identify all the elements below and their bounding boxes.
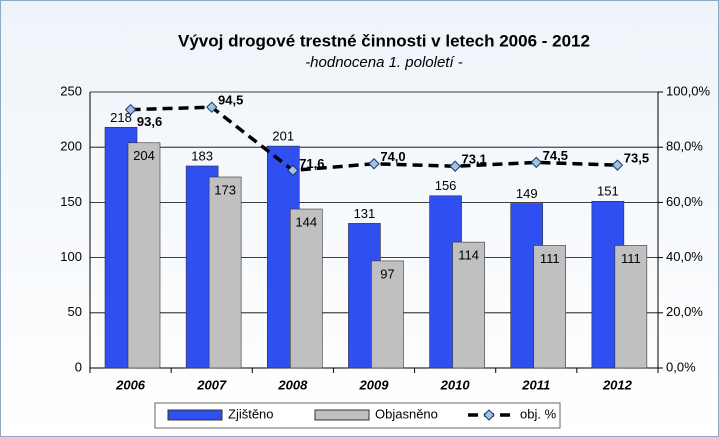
bar [289, 208, 323, 369]
data-label: 111 [621, 251, 641, 266]
data-label: 73,1 [461, 152, 486, 167]
data-label: 149 [516, 186, 538, 201]
marker [124, 103, 137, 116]
y2-tick-label: 60,0% [666, 194, 703, 209]
y2-tick-label: 80,0% [666, 139, 703, 154]
bar [208, 176, 242, 369]
legend-label: Zjištěno [228, 406, 274, 421]
bar [371, 260, 404, 369]
y-tick-label: 250 [60, 83, 82, 98]
y2-tick-label: 20,0% [666, 304, 703, 319]
y-tick-label: 150 [60, 194, 82, 209]
marker [287, 164, 299, 177]
x-tick-label: 2012 [602, 377, 633, 392]
y2-tick-label: 0,0% [666, 359, 696, 374]
marker [368, 158, 380, 170]
x-tick-label: 2009 [359, 377, 390, 392]
data-label: 94,5 [218, 93, 243, 108]
legend-label: Objasněno [375, 406, 438, 421]
data-label: 114 [458, 248, 479, 263]
x-tick-label: 2010 [440, 377, 471, 392]
marker [530, 156, 542, 169]
data-label: 201 [272, 129, 294, 144]
marker [611, 159, 624, 171]
x-tick-label: 2006 [115, 377, 146, 392]
chart-subtitle: -hodnocena 1. pololetí - [305, 54, 463, 71]
y-tick-label: 50 [68, 304, 82, 319]
data-label: 204 [133, 148, 155, 163]
data-label: 71,6 [299, 156, 324, 171]
data-label: 151 [597, 184, 619, 199]
y-tick-label: 200 [60, 139, 82, 154]
bar [533, 245, 567, 369]
chart-title: Vývoj drogové trestné činnosti v letech … [178, 31, 590, 50]
data-label: 183 [191, 148, 213, 163]
x-tick-label: 2011 [521, 377, 550, 392]
bar [452, 241, 485, 369]
y-tick-label: 100 [60, 249, 82, 264]
bar [127, 142, 161, 369]
data-label: 111 [540, 251, 560, 266]
data-label: 156 [435, 178, 457, 193]
legend-swatch [167, 409, 223, 421]
data-label: 74,5 [543, 148, 568, 163]
legend-swatch [314, 409, 370, 421]
x-tick-label: 2007 [196, 377, 227, 392]
marker [206, 101, 218, 113]
y-tick-label: 0 [75, 359, 82, 374]
data-label: 173 [214, 182, 236, 197]
data-label: 144 [295, 214, 317, 229]
data-label: 73,5 [624, 151, 649, 166]
data-label: 97 [380, 266, 394, 281]
data-label: 218 [110, 110, 132, 125]
y2-tick-label: 100,0% [666, 83, 711, 98]
data-label: 93,6 [137, 114, 162, 129]
marker [449, 160, 461, 172]
x-tick-label: 2008 [277, 377, 308, 392]
data-label: 74,0 [380, 149, 405, 164]
data-label: 131 [354, 206, 376, 221]
legend-label: obj. % [520, 406, 557, 421]
legend-marker [483, 409, 495, 421]
y2-tick-label: 40,0% [666, 249, 703, 264]
bar [614, 245, 648, 369]
